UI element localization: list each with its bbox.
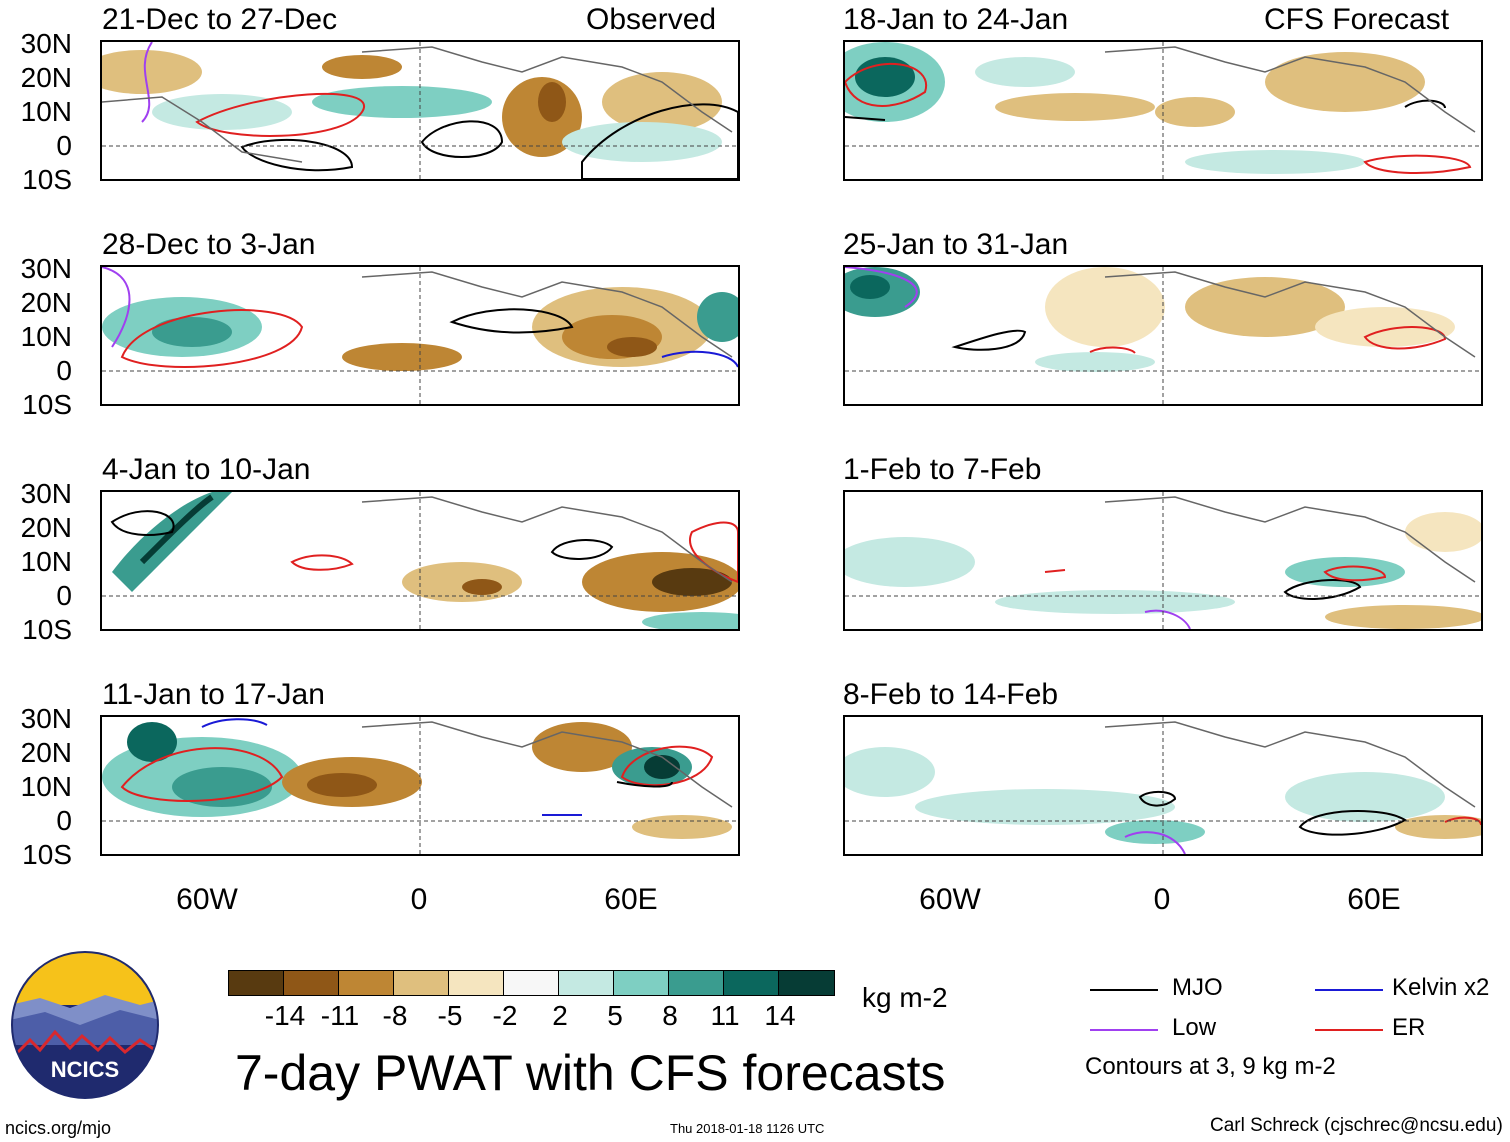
colorbar-tick: 11: [710, 1000, 740, 1031]
lat-label: 10N: [20, 771, 72, 802]
footer-timestamp: Thu 2018-01-18 1126 UTC: [670, 1121, 825, 1136]
map-panel: [100, 265, 740, 406]
map-panel: [843, 715, 1483, 856]
colorbar-swatch: [614, 971, 669, 995]
colorbar-swatch: [559, 971, 614, 995]
colorbar: [228, 970, 835, 996]
lat-label: 10S: [22, 839, 72, 870]
lat-label: 10N: [20, 546, 72, 577]
panel-title: 11-Jan to 17-Jan: [102, 678, 325, 711]
colorbar-tick: -8: [382, 1000, 408, 1031]
legend-line-er: [1315, 1029, 1383, 1031]
lon-label: 60E: [604, 883, 658, 916]
lat-label: 30N: [20, 253, 72, 284]
panel-title: 28-Dec to 3-Jan: [102, 228, 316, 261]
panel-title: 18-Jan to 24-Jan: [843, 3, 1069, 36]
lat-label: 30N: [20, 28, 72, 59]
map-panel: [843, 40, 1483, 181]
ncics-logo: NCICS: [10, 950, 160, 1100]
colorbar-tick: 2: [552, 1000, 568, 1031]
contour-note: Contours at 3, 9 kg m-2: [1085, 1053, 1336, 1080]
legend-line-mjo: [1090, 989, 1158, 991]
colorbar-units: kg m-2: [862, 982, 948, 1013]
lat-label: 10N: [20, 321, 72, 352]
map-panel: [100, 715, 740, 856]
lat-label: 30N: [20, 478, 72, 509]
panel-title: 1-Feb to 7-Feb: [843, 453, 1042, 486]
lat-label: 30N: [20, 703, 72, 734]
colorbar-tick: -5: [437, 1000, 463, 1031]
lat-label: 0: [56, 805, 72, 836]
legend-label-er: ER: [1392, 1014, 1426, 1041]
map-panel: [100, 490, 740, 631]
lat-label: 0: [56, 130, 72, 161]
map-panel: [843, 490, 1483, 631]
legend-label-low: Low: [1172, 1014, 1217, 1041]
lat-label: 10S: [22, 389, 72, 420]
legend-label-mjo: MJO: [1172, 974, 1223, 1001]
lon-label: 60W: [176, 883, 238, 916]
footer-url: ncics.org/mjo: [5, 1118, 112, 1138]
footer-credit: Carl Schreck (cjschrec@ncsu.edu): [1210, 1115, 1503, 1136]
panel-title: 21-Dec to 27-Dec: [102, 3, 338, 36]
colorbar-swatch: [284, 971, 339, 995]
main-title: 7-day PWAT with CFS forecasts: [235, 1045, 946, 1101]
lat-label: 10S: [22, 614, 72, 645]
lon-label: 0: [410, 883, 428, 916]
logo-text: NCICS: [51, 1057, 119, 1082]
colorbar-tick: 8: [662, 1000, 678, 1031]
legend-line-kelvin: [1315, 989, 1383, 991]
colorbar-swatch: [449, 971, 504, 995]
lon-label: 60E: [1347, 883, 1401, 916]
colorbar-tick: 5: [607, 1000, 623, 1031]
lat-label: 0: [56, 580, 72, 611]
map-panel: [843, 265, 1483, 406]
map-panel: [100, 40, 740, 181]
colorbar-swatch: [229, 971, 284, 995]
colorbar-tick: 14: [764, 1000, 796, 1031]
colorbar-swatch: [394, 971, 449, 995]
lat-label: 0: [56, 355, 72, 386]
panel-title: 25-Jan to 31-Jan: [843, 228, 1069, 261]
colorbar-swatch: [339, 971, 394, 995]
legend-line-low: [1090, 1029, 1158, 1031]
lat-label: 10S: [22, 164, 72, 195]
colorbar-swatch: [724, 971, 779, 995]
colorbar-tick: -11: [320, 1000, 360, 1031]
colorbar-swatch: [669, 971, 724, 995]
lat-label: 20N: [20, 737, 72, 768]
lat-label: 10N: [20, 96, 72, 127]
lat-label: 20N: [20, 62, 72, 93]
colorbar-swatch: [504, 971, 559, 995]
panel-title: 8-Feb to 14-Feb: [843, 678, 1059, 711]
lon-label: 0: [1153, 883, 1171, 916]
panel-tag: CFS Forecast: [1264, 3, 1450, 36]
colorbar-swatch: [779, 971, 834, 995]
lat-label: 20N: [20, 287, 72, 318]
colorbar-tick: -2: [492, 1000, 518, 1031]
lat-label: 20N: [20, 512, 72, 543]
panel-title: 4-Jan to 10-Jan: [102, 453, 311, 486]
panel-tag: Observed: [586, 3, 717, 36]
lon-label: 60W: [919, 883, 981, 916]
colorbar-tick: -14: [264, 1000, 306, 1031]
legend-label-kelvin: Kelvin x2: [1392, 974, 1490, 1001]
